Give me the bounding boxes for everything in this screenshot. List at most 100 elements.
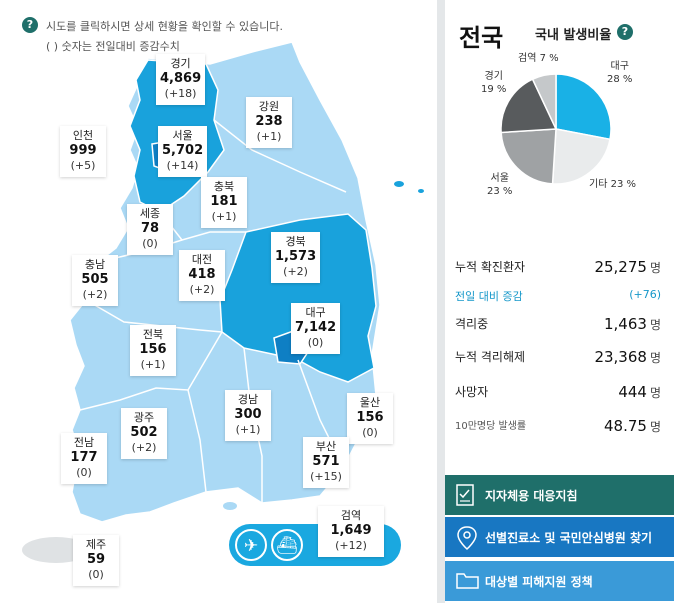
region-card-incheon[interactable]: 인천 999 (+5) [60,126,106,177]
region-delta: (+1) [211,210,237,223]
region-card-jeonnam[interactable]: 전남 177 (0) [61,433,107,484]
pie-slice [500,78,558,134]
region-card-seoul[interactable]: 서울 5,702 (+14) [158,126,208,177]
domestic-ratio-label: 국내 발생비율 [535,28,612,43]
region-name: 울산 [359,396,381,409]
region-value: 999 [69,143,97,158]
region-card-chungnam[interactable]: 충남 505 (+2) [72,255,118,306]
region-delta: (+2) [189,283,215,296]
ulleungdo-island [394,181,404,187]
region-name: 강원 [258,100,280,113]
region-card-sejong[interactable]: 세종 78 (0) [127,204,173,255]
region-delta: (0) [88,568,104,581]
region-card-jeju[interactable]: 제주 59 (0) [73,535,119,586]
region-value: 418 [188,267,216,282]
region-name: 경북 [285,235,306,248]
region-delta: (+2) [283,265,308,278]
region-value: 505 [81,272,109,287]
region-name: 충남 [84,258,106,271]
pie-slice [531,73,557,130]
region-value: 502 [130,425,158,440]
region-card-jeonbuk[interactable]: 전북 156 (+1) [130,325,176,376]
region-value: 238 [255,114,283,129]
region-delta: (+15) [310,470,342,483]
region-name: 부산 [315,440,337,453]
pie-label-seoul: 서울 23 % [487,173,513,197]
panel-divider [437,0,445,603]
domestic-ratio-pie-chart [500,73,612,185]
region-name: 충북 [213,180,235,193]
region-card-ulsan[interactable]: 울산 156 (0) [347,393,393,444]
region-card-quarantine[interactable]: 검역 1,649 (+12) [318,506,384,557]
region-name: 전북 [142,328,164,341]
region-value: 156 [356,410,384,425]
region-delta: (+1) [235,423,261,436]
region-value: 571 [312,454,340,469]
region-delta: (+5) [70,159,96,172]
region-card-daegu[interactable]: 대구 7,142 (0) [291,303,341,354]
map-legend-note: ( ) 숫자는 전일대비 증감수치 [46,40,180,53]
region-name: 경남 [237,393,259,406]
folder-icon [456,573,479,589]
region-delta: (+14) [166,159,199,172]
region-delta: (0) [76,466,92,479]
airplane-icon[interactable]: ✈ [235,529,267,561]
find-clinic-button[interactable]: 선별진료소 및 국민안심병원 찾기 [445,517,674,557]
national-title: 전국 [459,24,504,52]
island-shape [98,496,110,504]
help-icon[interactable]: ? [617,24,633,40]
region-card-busan[interactable]: 부산 571 (+15) [303,437,349,488]
region-value: 156 [139,342,167,357]
pie-label-daegu: 대구 28 % [607,61,633,85]
support-policy-button[interactable]: 대상별 피해지원 정책 [445,561,674,601]
region-delta: (+1) [140,358,166,371]
pie-label-gyeonggi: 경기 19 % [481,71,507,95]
region-name: 인천 [72,129,94,142]
region-value: 181 [210,194,238,209]
island-shape [223,502,237,510]
region-card-gwangju[interactable]: 광주 502 (+2) [121,408,167,459]
region-name: 광주 [133,411,155,424]
region-name: 제주 [85,538,107,551]
region-value: 78 [140,221,160,236]
map-hint-text: 시도를 클릭하시면 상세 현황을 확인할 수 있습니다. [46,20,283,33]
map-panel: ? 시도를 클릭하시면 상세 현황을 확인할 수 있습니다. ( ) 숫자는 전… [22,17,424,586]
region-value: 7,142 [295,320,337,335]
checklist-icon [456,484,474,506]
response-guide-button[interactable]: 지자체용 대응지침 [445,475,674,515]
pie-label-others: 기타 23 % [589,179,636,190]
region-value: 300 [234,407,262,422]
pie-slice [500,128,557,185]
region-delta: (+2) [82,288,108,301]
region-card-gyeongnam[interactable]: 경남 300 (+1) [225,390,271,441]
region-delta: (0) [362,426,378,439]
pie-slice [555,73,612,141]
region-value: 177 [70,450,98,465]
region-value: 59 [86,552,106,567]
region-value: 1,649 [330,523,372,538]
region-delta: (+2) [131,441,157,454]
ship-icon[interactable]: ⛴ [271,529,303,561]
region-card-gyeonggi[interactable]: 경기 4,869 (+18) [156,54,206,105]
region-card-gangwon[interactable]: 강원 238 (+1) [246,97,292,148]
region-value: 5,702 [162,143,204,158]
region-delta: (+18) [164,87,197,100]
region-value: 1,573 [275,249,317,264]
region-card-daejeon[interactable]: 대전 418 (+2) [179,250,225,301]
region-value: 4,869 [160,71,202,86]
region-name: 세종 [139,207,161,220]
region-name: 대전 [191,253,213,266]
region-name: 전남 [73,436,95,449]
national-summary-panel: 전국 국내 발생비율 ? 검역 7 % 대구 28 % 경기 19 % 서울 23 %… [445,0,674,603]
region-card-chungbuk[interactable]: 충북 181 (+1) [201,177,247,228]
dokdo-island [418,189,424,193]
region-name: 대구 [305,306,326,319]
region-name: 서울 [172,129,193,142]
region-delta: (+1) [256,130,282,143]
region-name: 검역 [340,509,362,522]
region-delta: (0) [142,237,158,250]
region-card-gyeongbuk[interactable]: 경북 1,573 (+2) [271,232,321,283]
pie-label-quarantine: 검역 7 % [518,53,559,64]
location-pin-icon [457,526,477,551]
help-icon[interactable]: ? [22,17,38,33]
